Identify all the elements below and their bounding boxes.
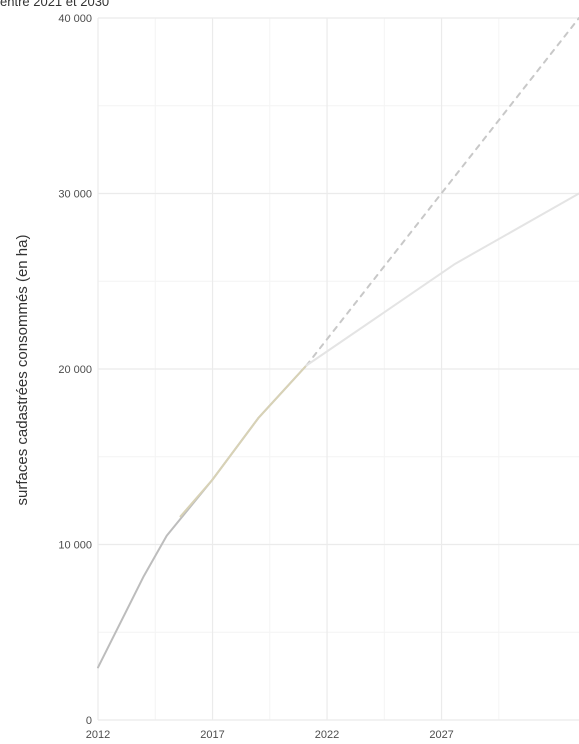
series-line-1 [97,364,308,669]
y-tick-label: 20 000 [58,364,92,376]
x-tick-label: 2017 [200,729,224,741]
y-tick-label: 30 000 [58,189,92,201]
series-lines [97,17,579,669]
y-tick-label: 0 [86,715,92,727]
series-line-4 [305,192,579,367]
x-axis-ticks: 2012 2017 2022 2027 [86,729,454,741]
y-axis-label: surfaces cadastrées consommés (en ha) [14,235,31,506]
y-tick-label: 10 000 [58,540,92,552]
x-tick-label: 2027 [429,729,453,741]
y-tick-label: 40 000 [58,13,92,25]
x-tick-label: 2022 [315,729,339,741]
series-line-3 [305,17,579,367]
y-axis-ticks: 0 10 000 20 000 30 000 40 000 [58,13,92,727]
series-line-2 [179,364,308,518]
x-tick-label: 2012 [86,729,110,741]
grid [97,17,579,721]
chart-subtitle: entre 2021 et 2030 [0,0,110,9]
